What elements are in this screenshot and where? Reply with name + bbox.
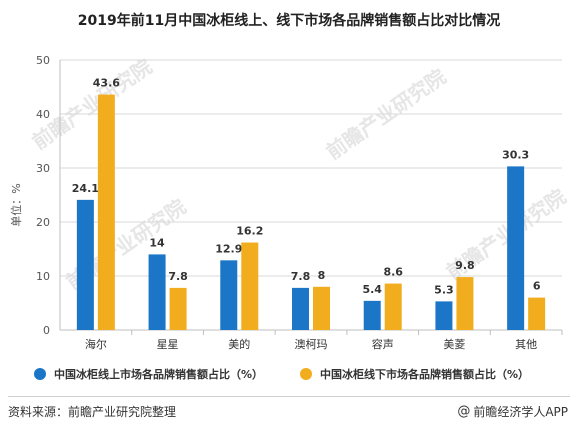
legend-swatch-offline xyxy=(300,368,312,380)
bar-online xyxy=(148,254,166,330)
bar-online xyxy=(220,260,238,330)
data-label: 24.1 xyxy=(72,182,99,195)
x-tick-label: 美菱 xyxy=(443,338,465,351)
x-tick-label: 海尔 xyxy=(85,337,107,351)
data-label: 5.3 xyxy=(434,283,454,296)
bar-offline xyxy=(313,286,330,330)
bar-offline xyxy=(384,283,402,330)
data-label: 7.8 xyxy=(291,270,311,283)
data-label: 8.6 xyxy=(383,266,403,279)
bar-offline xyxy=(241,242,259,330)
data-label: 43.6 xyxy=(93,77,120,90)
bar-offline xyxy=(528,297,546,330)
source-note: 资料来源：前瞻产业研究院整理 xyxy=(8,405,177,419)
data-label: 14 xyxy=(149,236,165,249)
y-tick-label: 50 xyxy=(36,54,50,67)
bar-online xyxy=(507,166,525,330)
legend-item-online: 中国冰柜线上市场各品牌销售额占比（%） xyxy=(34,366,263,382)
data-label: 8 xyxy=(318,269,326,282)
x-tick-label: 其他 xyxy=(515,338,537,351)
data-label: 7.8 xyxy=(168,270,188,283)
y-tick-label: 10 xyxy=(36,270,50,283)
bar-online xyxy=(292,287,309,330)
data-label: 5.4 xyxy=(362,283,382,296)
data-label: 6 xyxy=(533,280,541,293)
bar-offline xyxy=(169,287,187,330)
y-tick-label: 40 xyxy=(36,108,50,121)
chart-legend: 中国冰柜线上市场各品牌销售额占比（%） 中国冰柜线下市场各品牌销售额占比（%） xyxy=(0,366,578,388)
y-tick-label: 30 xyxy=(36,162,50,175)
brand-credit: @ 前瞻经济学人APP xyxy=(457,403,568,420)
legend-label-offline: 中国冰柜线下市场各品牌销售额占比（%） xyxy=(320,368,530,381)
bar-online xyxy=(76,199,94,330)
legend-label-online: 中国冰柜线上市场各品牌销售额占比（%） xyxy=(54,368,264,381)
data-label: 16.2 xyxy=(236,225,263,238)
bar-online xyxy=(363,300,381,330)
y-tick-label: 0 xyxy=(43,324,50,337)
x-tick-label: 美的 xyxy=(228,337,250,351)
chart-title: 2019年前11月中国冰柜线上、线下市场各品牌销售额占比对比情况 xyxy=(77,13,501,29)
x-tick-label: 澳柯玛 xyxy=(295,338,328,351)
bar-offline xyxy=(456,277,474,330)
bar-online xyxy=(435,301,453,330)
data-label: 12.9 xyxy=(215,242,242,255)
legend-swatch-online xyxy=(34,368,46,380)
bar-offline xyxy=(97,94,115,330)
data-label: 9.8 xyxy=(455,259,475,272)
y-tick-label: 20 xyxy=(36,216,50,229)
x-tick-label: 星星 xyxy=(157,338,179,351)
legend-item-offline: 中国冰柜线下市场各品牌销售额占比（%） xyxy=(300,366,529,382)
watermark-text: 前瞻产业研究院 xyxy=(28,54,156,154)
weibo-at-icon: @ xyxy=(457,404,471,419)
footer-divider xyxy=(8,396,570,397)
x-tick-label: 容声 xyxy=(372,337,394,351)
y-axis-label: 单位：% xyxy=(9,183,23,226)
brand-text: 前瞻经济学人APP xyxy=(473,405,568,419)
data-label: 30.3 xyxy=(502,148,529,161)
